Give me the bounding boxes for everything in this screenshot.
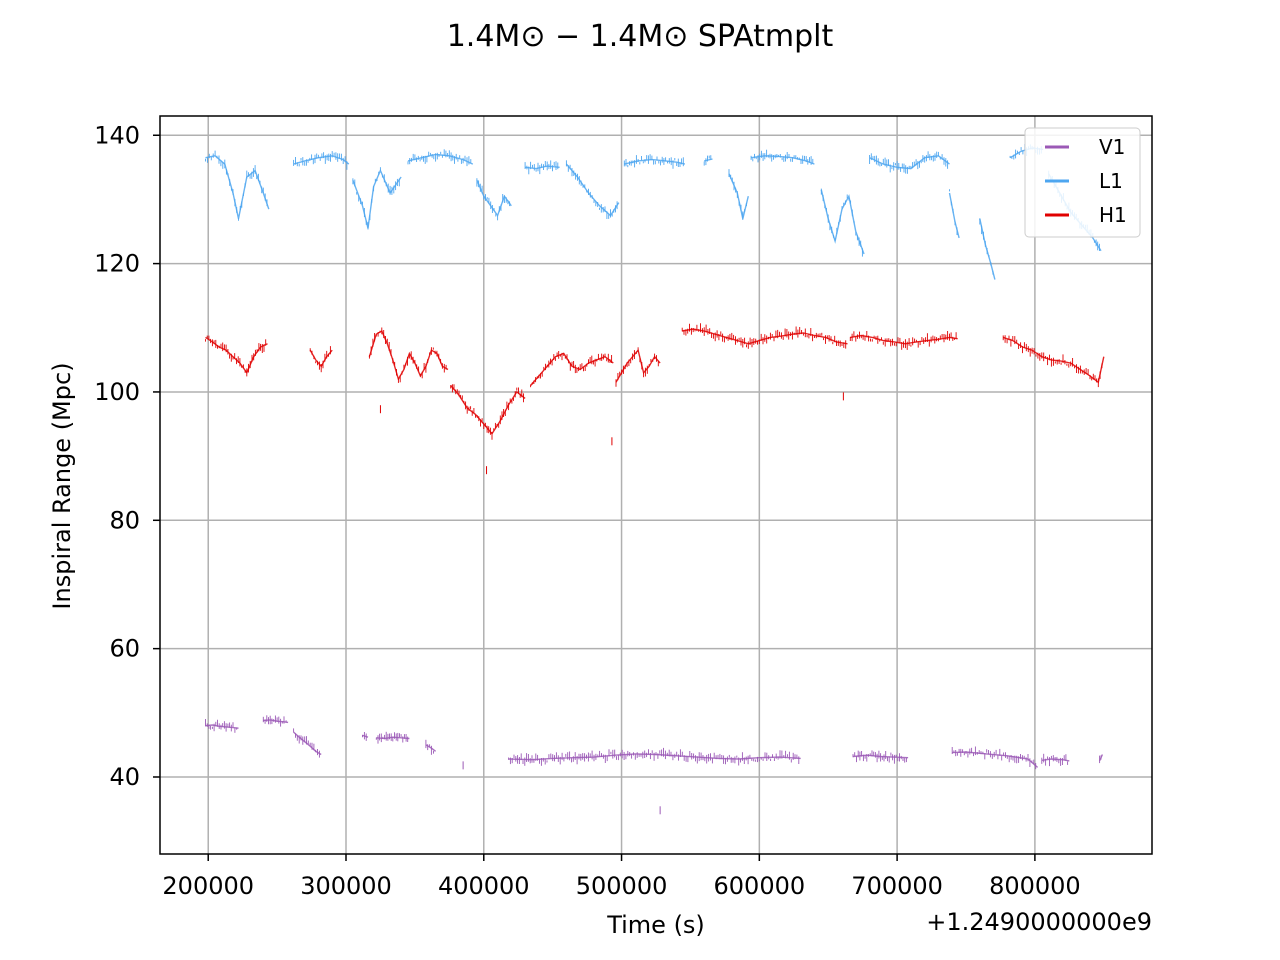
series-l1 xyxy=(205,144,1102,280)
legend-label-v1: V1 xyxy=(1099,135,1125,159)
x-tick-label: 200000 xyxy=(162,872,254,900)
series-line xyxy=(362,734,369,738)
x-axis: 200000 300000 400000 500000 600000 700000 8000… xyxy=(162,854,1081,900)
chart-title: 1.4M⊙ − 1.4M⊙ SPAtmplt xyxy=(447,19,834,54)
series-v1 xyxy=(205,715,1104,815)
y-tick-label: 120 xyxy=(94,250,140,278)
series-line xyxy=(293,155,350,165)
x-tick-label: 400000 xyxy=(438,872,530,900)
y-tick-label: 60 xyxy=(109,635,140,663)
series-line xyxy=(820,189,865,255)
series-line xyxy=(205,336,268,375)
x-axis-label: Time (s) xyxy=(606,911,705,939)
x-tick-label: 700000 xyxy=(851,872,943,900)
plot-frame xyxy=(159,115,1153,855)
series-line xyxy=(293,731,322,756)
series-line xyxy=(450,385,526,435)
y-tick-label: 100 xyxy=(94,378,140,406)
legend-frame xyxy=(1024,127,1141,238)
grid xyxy=(160,116,1152,854)
y-axis-label: Inspiral Range (Mpc) xyxy=(48,362,76,609)
series-line xyxy=(728,173,749,219)
y-tick-label: 140 xyxy=(94,121,140,149)
y-axis: 40 60 80 100 120 140 xyxy=(94,121,160,791)
series-h1 xyxy=(205,323,1105,475)
x-tick-label: 300000 xyxy=(300,872,392,900)
x-tick-label: 500000 xyxy=(576,872,668,900)
series-line xyxy=(530,352,614,386)
series-line xyxy=(624,158,686,165)
series-line xyxy=(704,158,713,162)
legend-label-h1: H1 xyxy=(1099,203,1127,227)
x-tick-label: 600000 xyxy=(714,872,806,900)
legend-label-l1: L1 xyxy=(1099,169,1123,193)
series-line xyxy=(565,163,620,217)
x-offset-label: +1.2490000000e9 xyxy=(926,908,1152,936)
legend: V1 L1 H1 xyxy=(1024,127,1141,238)
series-line xyxy=(952,751,1039,768)
x-tick-label: 800000 xyxy=(989,872,1081,900)
y-tick-label: 80 xyxy=(109,506,140,534)
series-line xyxy=(948,192,960,239)
y-tick-label: 40 xyxy=(109,763,140,791)
plot-data xyxy=(205,144,1105,815)
series-line xyxy=(368,329,449,381)
series-line xyxy=(615,348,661,383)
